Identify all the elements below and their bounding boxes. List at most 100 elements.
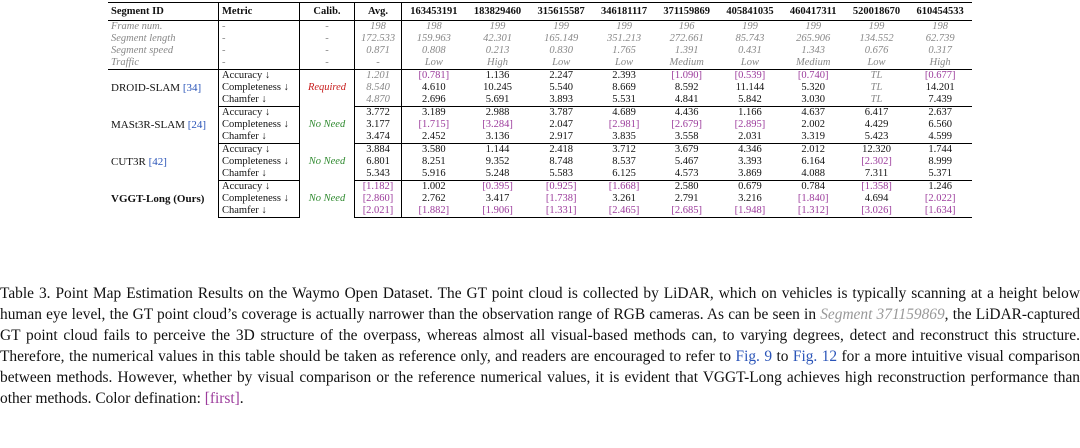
value-cell: [2.465]: [592, 205, 656, 218]
value-cell: 1.144: [485, 144, 510, 155]
calib-cell: No Need: [299, 143, 355, 181]
column-header: 371159869: [655, 2, 719, 21]
caption-text-1: Table 3. Point Map Estimation Results on…: [0, 285, 1080, 323]
value-cell: 5.371: [908, 168, 972, 181]
value-cell: 2.696: [401, 94, 466, 107]
value-cell: 3.580: [422, 144, 446, 155]
value-cell: 2.580: [674, 181, 699, 192]
info-label: Segment length: [108, 33, 219, 45]
info-row: Frame num. - -198 198 199 199 199 196 199 199 199 1…: [108, 20, 972, 33]
citation-link[interactable]: [24]: [187, 119, 207, 131]
metric-label: Accuracy ↓: [218, 180, 300, 193]
table-row: Completeness ↓ 6.801 8.251 9.352 8.748 8.537 5…: [108, 156, 972, 168]
column-header: 163453191: [401, 2, 466, 21]
info-avg: 172.533: [354, 33, 402, 45]
info-cell: 0.830: [549, 45, 573, 56]
value-cell: 10.245: [483, 82, 512, 93]
caption-segment-reference: Segment 371159869: [820, 305, 945, 323]
info-cell: Low: [401, 57, 466, 70]
avg-cell: 5.343: [354, 168, 402, 181]
column-header: 460417311: [781, 2, 845, 21]
info-cell: 1.765: [612, 45, 636, 56]
method-name: VGGT-Long (Ours): [108, 180, 219, 218]
info-metric: -: [218, 45, 300, 57]
value-cell: [1.312]: [781, 205, 845, 218]
info-label: Frame num.: [108, 20, 219, 33]
calib-cell: No Need: [299, 106, 355, 144]
value-cell: 4.429: [864, 119, 889, 130]
info-avg: 0.871: [354, 45, 402, 57]
metric-label: Chamfer ↓: [218, 205, 300, 218]
figure-9-link[interactable]: Fig. 9: [735, 347, 773, 365]
value-cell: 2.047: [549, 119, 573, 130]
value-cell: 4.610: [422, 82, 446, 93]
info-metric: -: [218, 33, 300, 45]
avg-cell: [1.182]: [354, 180, 402, 193]
value-cell: 2.031: [718, 131, 782, 144]
value-cell: 3.136: [465, 131, 530, 144]
value-cell: 1.166: [738, 107, 762, 118]
value-cell: 2.917: [529, 131, 593, 144]
value-cell: 3.893: [529, 94, 593, 107]
value-cell: 2.452: [401, 131, 466, 144]
value-cell: 4.436: [674, 107, 699, 118]
value-cell: 3.393: [738, 156, 762, 167]
value-cell: 8.748: [549, 156, 573, 167]
value-cell: 4.346: [738, 144, 762, 155]
value-cell: 8.537: [612, 156, 636, 167]
method-label: DROID-SLAM: [111, 82, 181, 95]
table-row: Completeness ↓ 3.177 [1.715] [3.284] 2.047 [2…: [108, 119, 972, 131]
value-cell: 5.423: [844, 131, 909, 144]
value-cell: 3.712: [612, 144, 636, 155]
column-header: Calib.: [299, 2, 355, 21]
table-row: CUT3R [42] Accuracy ↓ No Need 3.884 3.580 1.1…: [108, 143, 972, 181]
value-cell: [2.679]: [671, 119, 702, 130]
info-calib: -: [299, 57, 355, 70]
value-cell: 6.125: [592, 168, 656, 181]
value-cell: [1.906]: [465, 205, 530, 218]
value-cell: 2.762: [422, 193, 446, 204]
value-cell: [1.882]: [401, 205, 466, 218]
method-name: CUT3R [42]: [108, 143, 219, 181]
info-row: Traffic - - - Low High Low Low Medium Low Medium Lo…: [108, 57, 972, 70]
value-cell: 1.744: [928, 144, 952, 155]
info-calib: -: [299, 45, 355, 57]
metric-label: Chamfer ↓: [218, 168, 300, 181]
info-cell: Low: [844, 57, 909, 70]
value-cell: 2.247: [549, 70, 573, 81]
metric-label: Accuracy ↓: [218, 106, 300, 119]
calib-cell: Required: [299, 69, 355, 107]
table-row: Chamfer ↓ [2.021] [1.882] [1.906] [1.331] [2.…: [108, 205, 972, 218]
citation-link[interactable]: [34]: [182, 82, 202, 95]
figure-12-link[interactable]: Fig. 12: [792, 347, 838, 365]
table-row: Chamfer ↓ 5.343 5.916 5.248 5.583 6.125 4.573 3…: [108, 168, 972, 181]
table-row: Chamfer ↓ 4.870 2.696 5.691 3.893 5.531 4.841 5…: [108, 94, 972, 107]
caption-text-5: .: [239, 389, 244, 407]
color-legend-first: [first]: [204, 389, 240, 407]
info-cell: Low: [529, 57, 593, 70]
citation-link[interactable]: [42]: [148, 156, 167, 168]
metric-label: Completeness ↓: [218, 156, 300, 168]
calib-cell: No Need: [299, 180, 355, 218]
method-label: MASt3R-SLAM: [111, 119, 185, 131]
info-cell: 199: [616, 21, 632, 32]
value-cell: 8.251: [422, 156, 446, 167]
info-cell: 196: [678, 21, 695, 32]
value-cell: 9.352: [485, 156, 510, 167]
caption-text-2: , the LiDAR-captured GT point cloud fail…: [0, 305, 1080, 365]
value-cell: 1.246: [928, 181, 952, 192]
method-name: DROID-SLAM [34]: [108, 69, 219, 107]
info-cell: 165.149: [544, 33, 579, 44]
column-header: 405841035: [718, 2, 782, 21]
caption-text-4: for a more intuitive visual comparison b…: [0, 347, 1080, 407]
value-cell: 3.216: [738, 193, 762, 204]
avg-cell: [2.021]: [354, 205, 402, 218]
value-cell: [1.715]: [418, 119, 450, 130]
value-cell: 2.791: [674, 193, 699, 204]
value-cell: 5.583: [529, 168, 593, 181]
table-row: Completeness ↓ 8.540 4.610 10.245 5.540 8.669…: [108, 82, 972, 94]
avg-cell: 3.884: [354, 143, 402, 156]
method-label: CUT3R: [111, 156, 146, 168]
caption-text-3: to: [772, 347, 793, 365]
info-row: Segment length - -172.533 159.963 42.301 165.…: [108, 33, 972, 45]
